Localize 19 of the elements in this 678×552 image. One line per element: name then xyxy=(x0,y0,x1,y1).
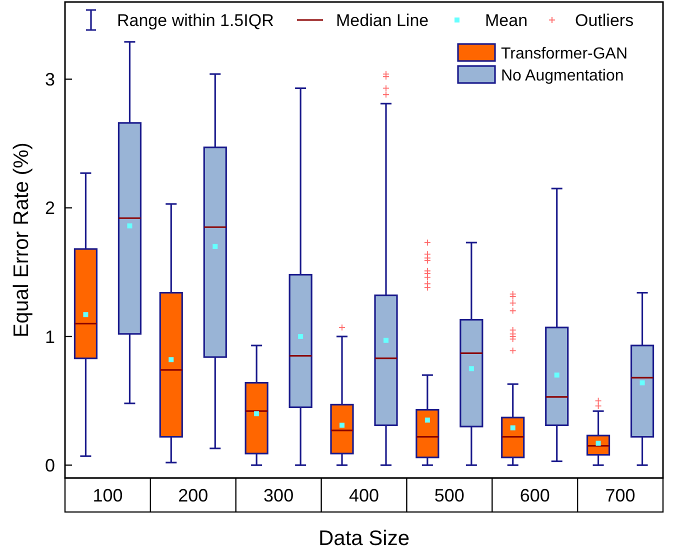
x-tick-label: 100 xyxy=(92,485,123,506)
annotation: Median Line xyxy=(336,10,429,30)
x-tick-label: 400 xyxy=(348,485,380,506)
x-tick-label: 700 xyxy=(605,485,636,506)
x-tick-label: 500 xyxy=(434,485,464,506)
annotation: Mean xyxy=(485,10,528,30)
y-tick-label: 0 xyxy=(44,455,55,476)
annotation: Range within 1.5IQR xyxy=(117,10,274,30)
x-tick-label: 600 xyxy=(520,485,550,506)
x-axis-title: Data Size xyxy=(318,527,410,550)
y-axis-title: Equal Error Rate (%) xyxy=(10,142,33,338)
x-tick-label: 200 xyxy=(178,485,208,506)
legend-label: Transformer-GAN xyxy=(501,46,628,63)
y-tick-label: 2 xyxy=(44,198,55,218)
annotation: Outliers xyxy=(575,10,634,30)
legend-label: No Augmentation xyxy=(501,68,624,85)
y-tick-label: 3 xyxy=(44,69,55,90)
x-tick-label: 300 xyxy=(264,485,294,506)
y-tick-label: 1 xyxy=(44,326,55,347)
